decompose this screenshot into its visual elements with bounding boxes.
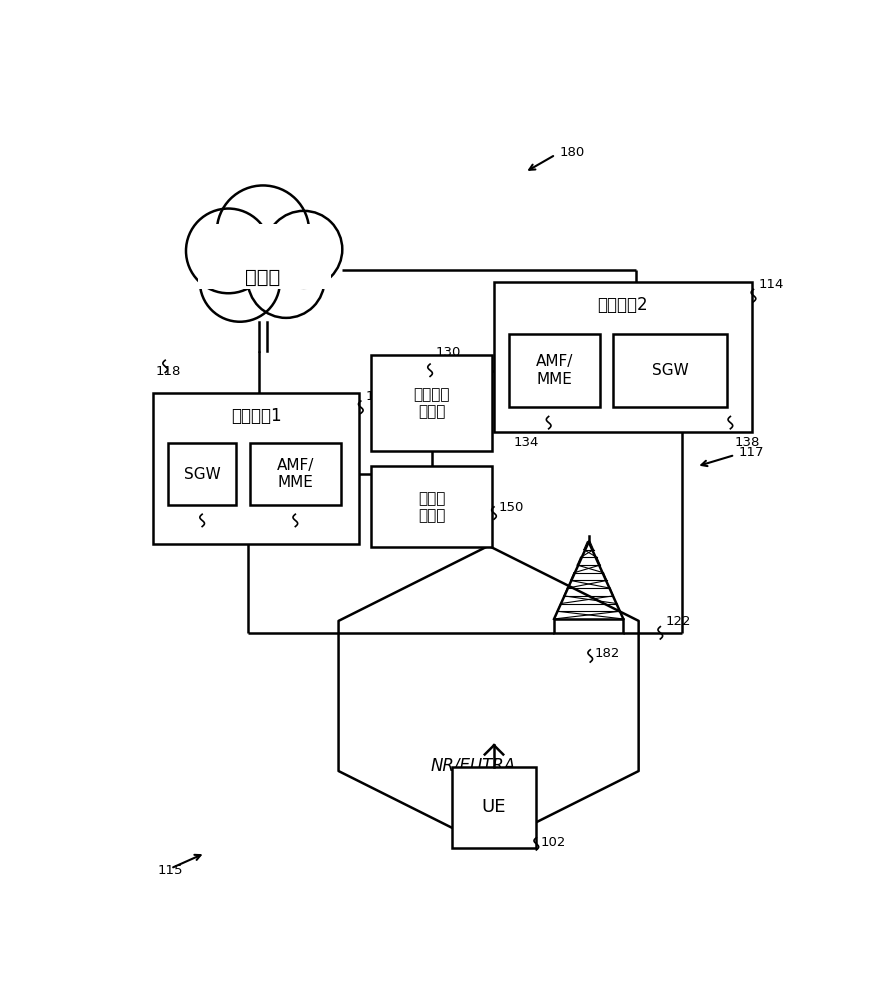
Text: 180: 180 (559, 146, 585, 159)
Bar (371, 466, 492, 547)
Text: 核心网络1: 核心网络1 (231, 407, 281, 425)
Bar (613, 334, 727, 407)
Text: AMF/
MME: AMF/ MME (277, 458, 314, 490)
Text: 134: 134 (513, 436, 539, 449)
Text: 核心网络2: 核心网络2 (597, 296, 649, 314)
Circle shape (200, 242, 280, 322)
Text: 132: 132 (256, 534, 281, 547)
Text: 114: 114 (758, 278, 783, 291)
Bar (250, 443, 341, 505)
Bar (510, 334, 600, 407)
Polygon shape (197, 224, 331, 289)
Circle shape (248, 241, 325, 318)
Text: SGW: SGW (652, 363, 689, 378)
Text: 资源拍
卖模块: 资源拍 卖模块 (418, 491, 445, 523)
Text: 115: 115 (158, 864, 183, 877)
Text: 118: 118 (155, 365, 181, 378)
Text: 122: 122 (666, 615, 691, 628)
Bar (451, 767, 536, 848)
Circle shape (266, 211, 342, 288)
Bar (554, 619, 623, 633)
Text: 182: 182 (595, 647, 620, 660)
Text: 117: 117 (738, 446, 764, 459)
Text: 102: 102 (540, 836, 566, 849)
Text: 130: 130 (435, 346, 461, 359)
Bar (168, 443, 236, 505)
Text: 112: 112 (366, 389, 391, 402)
Bar (494, 282, 752, 432)
Text: 136: 136 (172, 534, 197, 547)
Text: UE: UE (481, 798, 506, 816)
Bar (153, 393, 359, 544)
Bar (371, 355, 492, 451)
Text: SGW: SGW (184, 467, 220, 482)
Circle shape (217, 185, 309, 278)
Text: 互联网: 互联网 (245, 268, 281, 287)
Text: 138: 138 (735, 436, 760, 449)
Text: 150: 150 (498, 501, 524, 514)
Text: NR/EUTRA: NR/EUTRA (431, 756, 516, 774)
Circle shape (186, 209, 271, 293)
Text: AMF/
MME: AMF/ MME (536, 354, 573, 387)
Text: 分配代理
服务器: 分配代理 服务器 (413, 387, 450, 419)
